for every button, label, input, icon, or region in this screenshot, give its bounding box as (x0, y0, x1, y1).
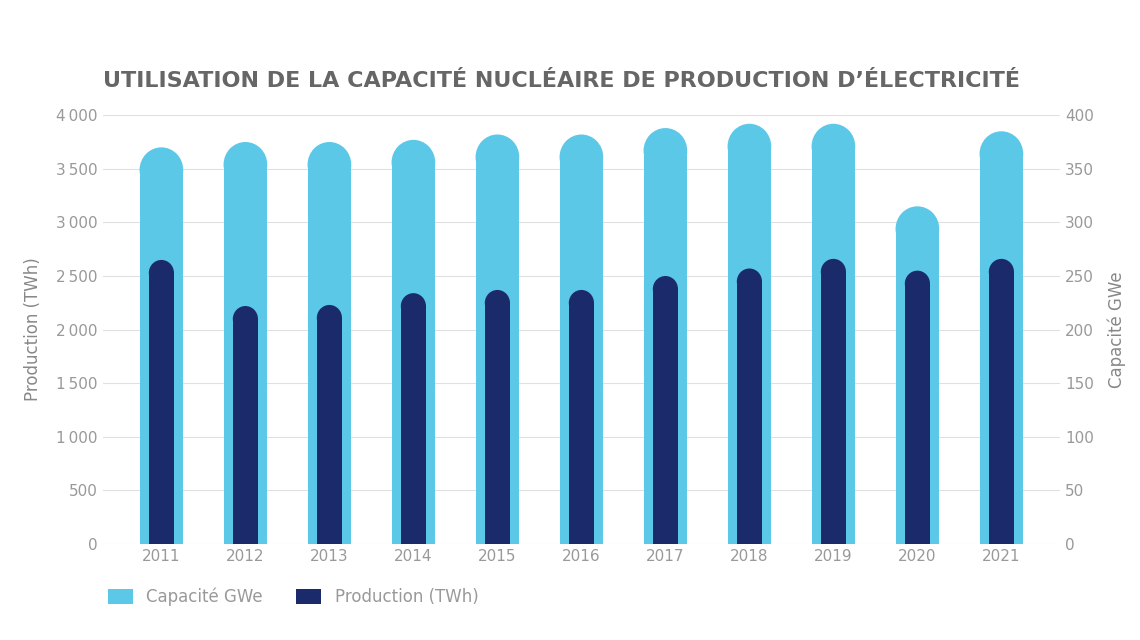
Bar (905, 284, 930, 544)
Text: UTILISATION DE LA CAPACITÉ NUCLÉAIRE DE PRODUCTION D’ÉLECTRICITÉ: UTILISATION DE LA CAPACITÉ NUCLÉAIRE DE … (103, 72, 1019, 92)
Ellipse shape (727, 124, 772, 169)
Bar (149, 273, 174, 544)
Bar (560, 157, 603, 544)
Bar (653, 289, 678, 544)
Bar (979, 154, 1024, 544)
Bar (812, 147, 855, 544)
Ellipse shape (653, 276, 678, 302)
Bar (401, 306, 426, 544)
Bar (317, 318, 342, 544)
Y-axis label: Capacité GWe: Capacité GWe (1108, 271, 1126, 388)
Bar (644, 150, 687, 544)
Ellipse shape (905, 271, 930, 297)
Ellipse shape (484, 290, 510, 316)
Ellipse shape (149, 260, 174, 286)
Ellipse shape (644, 128, 687, 173)
Ellipse shape (139, 147, 184, 193)
Bar (308, 164, 351, 544)
Bar (736, 282, 762, 544)
Bar (727, 147, 772, 544)
Ellipse shape (401, 293, 426, 319)
Bar (475, 157, 519, 544)
Ellipse shape (821, 259, 846, 285)
Ellipse shape (317, 305, 342, 331)
Ellipse shape (812, 124, 855, 169)
Ellipse shape (223, 142, 267, 188)
Bar (223, 164, 267, 544)
Ellipse shape (896, 206, 939, 252)
Ellipse shape (979, 131, 1024, 177)
Bar (233, 319, 258, 544)
Ellipse shape (391, 140, 435, 185)
Bar (896, 229, 939, 544)
Y-axis label: Production (TWh): Production (TWh) (24, 258, 42, 401)
Bar (569, 303, 594, 544)
Ellipse shape (475, 134, 519, 180)
Bar (391, 163, 435, 544)
Ellipse shape (988, 259, 1013, 285)
Bar (484, 303, 510, 544)
Bar (988, 272, 1013, 544)
Ellipse shape (308, 142, 351, 188)
Ellipse shape (233, 306, 258, 332)
Ellipse shape (736, 269, 762, 294)
Ellipse shape (569, 290, 594, 316)
Bar (139, 170, 184, 544)
Legend: Capacité GWe, Production (TWh): Capacité GWe, Production (TWh) (101, 581, 484, 613)
Bar (821, 272, 846, 544)
Ellipse shape (560, 134, 603, 180)
